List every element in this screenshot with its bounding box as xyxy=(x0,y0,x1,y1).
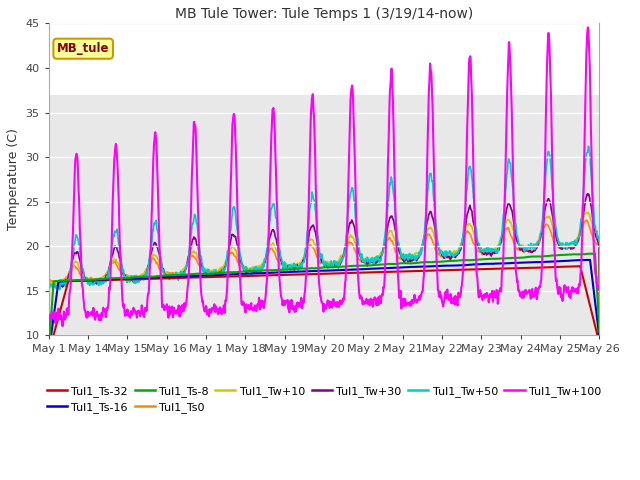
Tul1_Tw+50 xyxy=(538,224,545,229)
Tul1_Tw+10 xyxy=(395,248,403,254)
Tul1_Tw+100 xyxy=(45,366,52,372)
Tul1_Ts-8 xyxy=(367,263,375,268)
Tul1_Tw+100 xyxy=(164,312,172,318)
Tul1_Ts-8 xyxy=(45,350,52,356)
Tul1_Tw+100 xyxy=(596,287,604,292)
Line: Tul1_Ts0: Tul1_Ts0 xyxy=(49,220,600,352)
Tul1_Tw+10 xyxy=(229,243,237,249)
Tul1_Tw+100 xyxy=(454,294,462,300)
Tul1_Ts0 xyxy=(538,232,545,238)
Tul1_Ts-32 xyxy=(454,267,462,273)
Tul1_Ts-32 xyxy=(538,264,545,270)
Tul1_Tw+30 xyxy=(367,260,375,265)
Tul1_Ts-8 xyxy=(538,254,545,260)
Tul1_Ts-8 xyxy=(454,258,462,264)
Tul1_Ts-16 xyxy=(395,265,403,271)
Tul1_Ts0 xyxy=(367,256,375,262)
Tul1_Tw+30 xyxy=(584,191,592,197)
Tul1_Tw+100 xyxy=(538,268,545,274)
Tul1_Ts0 xyxy=(45,349,52,355)
Legend: Tul1_Ts-32, Tul1_Ts-16, Tul1_Ts-8, Tul1_Ts0, Tul1_Tw+10, Tul1_Tw+30, Tul1_Tw+50,: Tul1_Ts-32, Tul1_Ts-16, Tul1_Ts-8, Tul1_… xyxy=(42,381,605,418)
Tul1_Ts-32 xyxy=(164,276,172,281)
Title: MB Tule Tower: Tule Temps 1 (3/19/14-now): MB Tule Tower: Tule Temps 1 (3/19/14-now… xyxy=(175,7,473,21)
Y-axis label: Temperature (C): Temperature (C) xyxy=(7,129,20,230)
Tul1_Tw+10 xyxy=(596,298,604,303)
Tul1_Tw+10 xyxy=(584,209,592,215)
Tul1_Tw+100 xyxy=(584,24,592,30)
Tul1_Ts0 xyxy=(454,249,462,254)
Tul1_Tw+10 xyxy=(538,228,545,233)
Tul1_Ts-16 xyxy=(454,263,462,268)
Tul1_Ts0 xyxy=(164,270,172,276)
Tul1_Tw+30 xyxy=(164,274,172,279)
Tul1_Ts0 xyxy=(596,287,604,292)
Tul1_Ts-32 xyxy=(229,274,237,279)
Tul1_Ts-8 xyxy=(229,269,237,275)
Tul1_Ts-32 xyxy=(395,269,403,275)
Tul1_Tw+30 xyxy=(454,250,462,256)
Tul1_Ts0 xyxy=(229,251,237,256)
Tul1_Tw+10 xyxy=(454,248,462,253)
Line: Tul1_Ts-32: Tul1_Ts-32 xyxy=(49,266,600,353)
Tul1_Tw+50 xyxy=(229,205,237,211)
Tul1_Tw+10 xyxy=(367,255,375,261)
Tul1_Ts-8 xyxy=(395,261,403,266)
Tul1_Ts-8 xyxy=(591,251,599,256)
Tul1_Tw+50 xyxy=(454,249,462,255)
Tul1_Ts0 xyxy=(582,217,590,223)
Tul1_Tw+50 xyxy=(584,143,592,149)
Tul1_Tw+100 xyxy=(229,118,237,124)
Tul1_Ts-16 xyxy=(538,259,545,265)
Tul1_Tw+10 xyxy=(45,327,52,333)
Tul1_Tw+50 xyxy=(164,272,172,277)
Tul1_Ts-32 xyxy=(596,341,604,347)
Tul1_Ts0 xyxy=(395,254,403,260)
Tul1_Tw+30 xyxy=(538,229,545,235)
Tul1_Ts-16 xyxy=(45,350,52,356)
Tul1_Tw+50 xyxy=(45,350,52,356)
Line: Tul1_Tw+50: Tul1_Tw+50 xyxy=(49,146,600,353)
Tul1_Tw+100 xyxy=(395,290,403,296)
Tul1_Tw+50 xyxy=(367,258,375,264)
Tul1_Ts-16 xyxy=(586,257,593,263)
Tul1_Tw+10 xyxy=(164,271,172,277)
Tul1_Tw+30 xyxy=(596,302,604,308)
Tul1_Ts-8 xyxy=(596,329,604,335)
Tul1_Tw+30 xyxy=(45,328,52,334)
Tul1_Tw+100 xyxy=(367,299,375,305)
Tul1_Ts-32 xyxy=(367,269,375,275)
Tul1_Tw+30 xyxy=(395,248,403,253)
Tul1_Ts-16 xyxy=(164,274,172,280)
Tul1_Ts-16 xyxy=(596,336,604,341)
Bar xyxy=(49,24,600,95)
Line: Tul1_Ts-8: Tul1_Ts-8 xyxy=(49,253,600,353)
Line: Tul1_Tw+10: Tul1_Tw+10 xyxy=(49,212,600,330)
Tul1_Ts-32 xyxy=(45,350,52,356)
Tul1_Ts-16 xyxy=(229,271,237,277)
Tul1_Ts-32 xyxy=(577,264,584,269)
Tul1_Tw+50 xyxy=(596,239,604,244)
Line: Tul1_Tw+30: Tul1_Tw+30 xyxy=(49,194,600,331)
Text: MB_tule: MB_tule xyxy=(57,42,109,55)
Tul1_Ts-16 xyxy=(367,266,375,272)
Line: Tul1_Tw+100: Tul1_Tw+100 xyxy=(49,27,600,369)
Line: Tul1_Ts-16: Tul1_Ts-16 xyxy=(49,260,600,353)
Tul1_Tw+30 xyxy=(229,232,237,238)
Tul1_Tw+50 xyxy=(395,241,403,247)
Tul1_Ts-8 xyxy=(164,273,172,278)
